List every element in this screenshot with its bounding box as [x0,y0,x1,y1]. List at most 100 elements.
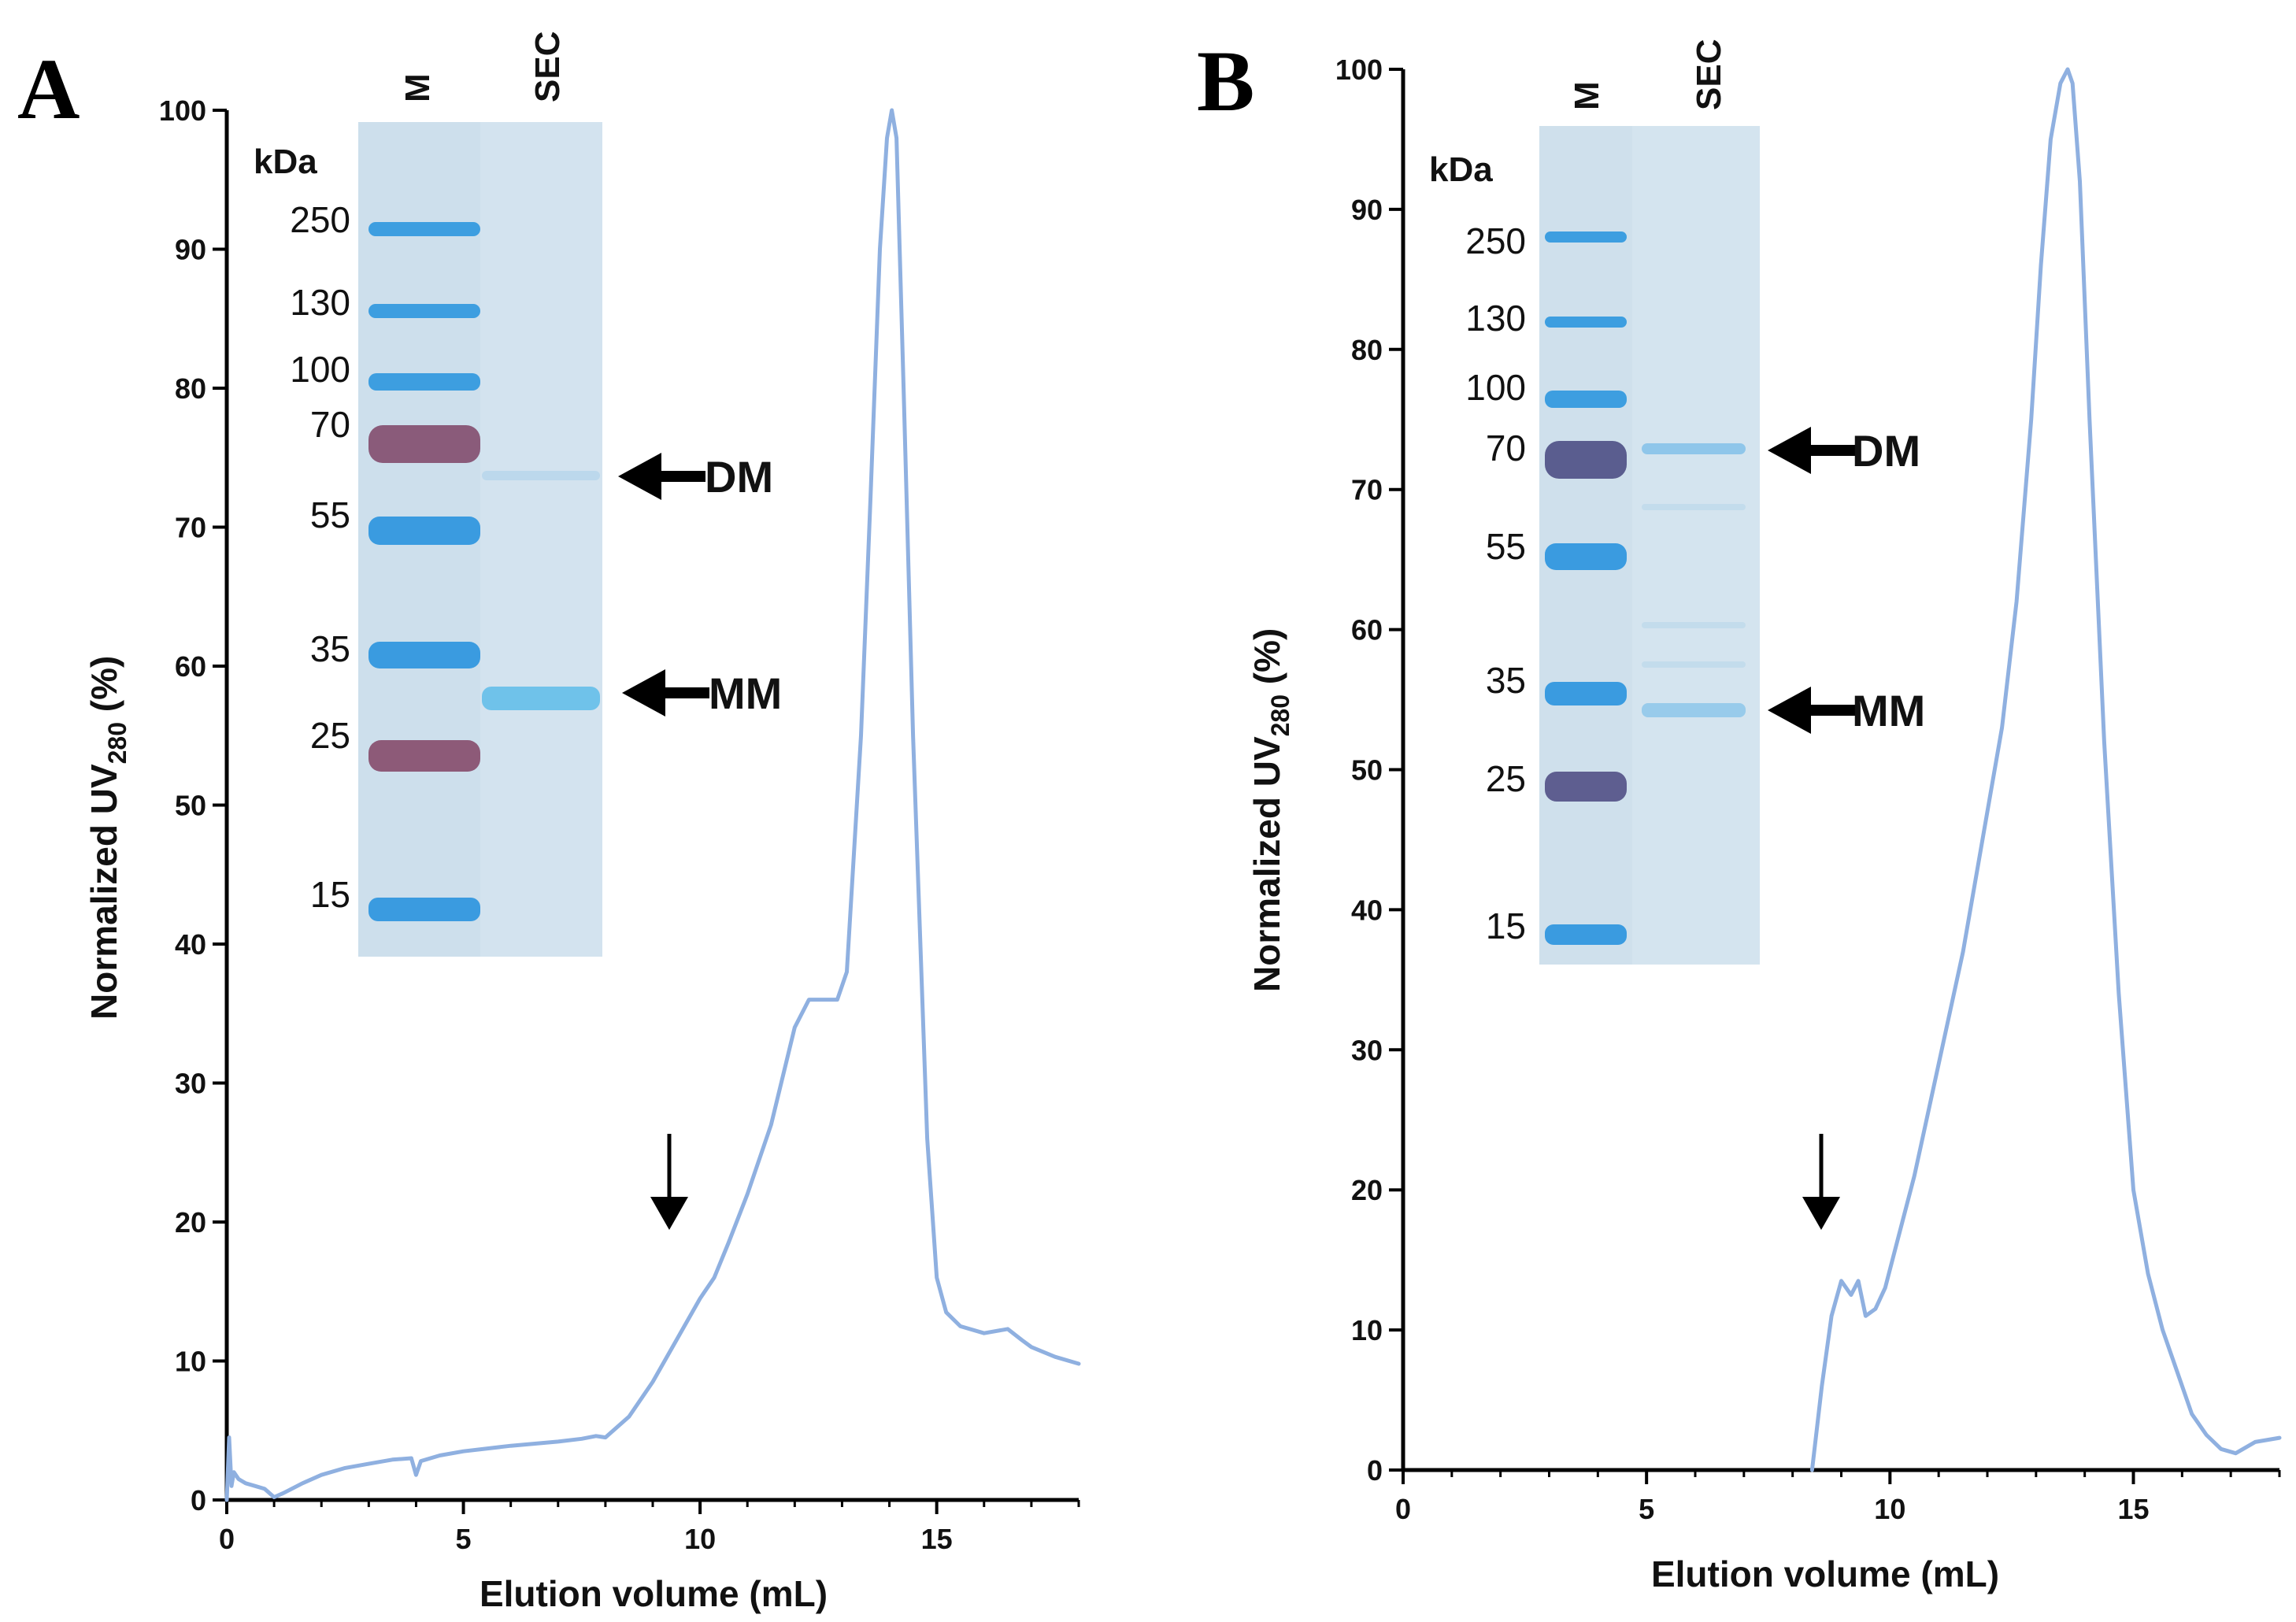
panel-b: B 0 10 20 30 40 50 60 70 80 90 100 0 5 10 15 Normalize… [1197,33,2282,1594]
panel-b-sec-band-faint [1642,504,1746,510]
panel-b-kda-130: 130 [1465,298,1526,339]
panel-a: A 0 10 20 30 40 50 60 70 80 90 100 0 5 10 15 Normalize… [17,31,1081,1614]
panel-a-kda-25: 25 [310,715,350,756]
panel-a-sec-band-dm [482,471,600,480]
panel-b-y-tick-label: 60 [1351,614,1383,646]
panel-a-marker-band [368,304,480,318]
panel-a-kda-55: 55 [310,494,350,535]
panel-a-x-tick-label: 10 [684,1523,716,1555]
panel-a-sec-band-mm [482,687,600,710]
panel-b-marker-band [1545,543,1627,570]
panel-b-marker-band [1545,231,1627,243]
panel-a-marker-band [368,222,480,236]
panel-b-marker-band [1545,772,1627,802]
panel-b-kda-70: 70 [1486,428,1526,468]
panel-b-y-tick-label: 40 [1351,894,1383,926]
panel-a-dm-arrow [618,453,705,500]
panel-b-kda-15: 15 [1486,905,1526,946]
panel-a-void-arrow [650,1134,688,1230]
panel-a-marker-band [368,642,480,668]
panel-b-mm-label: MM [1852,686,1925,735]
panel-b-x-tick-label: 15 [2117,1493,2149,1525]
panel-a-y-tick-label: 90 [175,234,206,266]
panel-b-lane-m: M [1568,81,1606,110]
panel-b-x-tick-label: 10 [1874,1493,1905,1525]
panel-b-marker-band [1545,682,1627,705]
panel-a-kda-label: kDa [254,143,317,181]
panel-a-y-tick-label: 70 [175,512,206,544]
panel-b-marker-band [1545,924,1627,945]
panel-b-y-tick-label: 100 [1335,54,1383,86]
panel-a-y-tick-label: 0 [191,1484,206,1516]
panel-a-y-tick-label: 20 [175,1206,206,1239]
panel-a-y-tick-label: 30 [175,1068,206,1100]
panel-a-marker-band [368,425,480,463]
panel-a-lane-sec: SEC [528,31,567,102]
panel-a-letter: A [17,41,80,137]
panel-a-marker-band [368,740,480,772]
panel-b-y-tick-label: 90 [1351,194,1383,226]
panel-a-marker-band [368,517,480,545]
panel-a-xlabel: Elution volume (mL) [480,1573,828,1614]
panel-a-y-tick-label: 50 [175,790,206,822]
panel-b-gel: M SEC kDa 250 130 100 70 55 35 25 15 [1429,39,1925,965]
panel-a-y-tick-label: 40 [175,928,206,961]
panel-b-uv-trace [1809,67,2282,1472]
panel-a-lane-m: M [398,73,437,102]
panel-b-x-tick-label: 0 [1395,1493,1411,1525]
panel-b-kda-100: 100 [1465,367,1526,408]
panel-a-x-tick-label: 0 [219,1523,235,1555]
panel-b-void-arrow [1802,1134,1840,1230]
panel-b-ylabel: Normalized UV280 (%) [1246,628,1294,992]
panel-a-kda-70: 70 [310,404,350,445]
panel-b-lane-sec: SEC [1690,39,1728,110]
panel-a-x-tick-label: 15 [921,1523,953,1555]
panel-a-y-tick-label: 60 [175,650,206,683]
panel-b-xlabel: Elution volume (mL) [1651,1553,1999,1594]
panel-b-mm-arrow [1768,687,1855,734]
panel-a-x-tick-label: 5 [456,1523,472,1555]
panel-a-kda-250: 250 [290,199,350,240]
panel-b-marker-band [1545,441,1627,479]
panel-b-axes: 0 10 20 30 40 50 60 70 80 90 100 0 5 10 15 [1335,54,2282,1525]
panel-b-dm-label: DM [1852,426,1920,476]
panel-a-gel: M SEC kDa 250 130 100 70 55 35 25 15 [254,31,782,957]
panel-b-kda-55: 55 [1486,526,1526,567]
panel-b-y-tick-label: 20 [1351,1174,1383,1206]
panel-b-y-tick-label: 30 [1351,1034,1383,1066]
panel-b-y-tick-label: 10 [1351,1314,1383,1346]
panel-b-sec-band-faint [1642,622,1746,628]
panel-b-y-tick-label: 70 [1351,474,1383,506]
panel-a-marker-band [368,373,480,391]
panel-a-mm-arrow [622,669,709,717]
panel-b-letter: B [1197,33,1254,129]
panel-b-marker-band [1545,391,1627,408]
panel-b-kda-250: 250 [1465,220,1526,261]
panel-b-sec-band-dm [1642,443,1746,454]
panel-b-kda-35: 35 [1486,660,1526,701]
panel-b-dm-arrow [1768,427,1855,474]
panel-a-marker-band [368,898,480,921]
panel-a-ylabel: Normalized UV280 (%) [83,656,131,1020]
panel-b-x-tick-label: 5 [1639,1493,1654,1525]
panel-a-y-tick-label: 80 [175,372,206,405]
panel-a-kda-130: 130 [290,282,350,323]
panel-a-y-tick-label: 100 [159,94,206,127]
panel-a-mm-label: MM [709,668,782,718]
panel-a-kda-35: 35 [310,628,350,669]
panel-b-y-tick-label: 80 [1351,334,1383,366]
panel-b-kda-25: 25 [1486,758,1526,799]
panel-b-y-tick-label: 0 [1367,1454,1383,1487]
panel-a-axes: 0 10 20 30 40 50 60 70 80 90 100 0 5 10 15 [159,94,1081,1555]
panel-b-y-tick-label: 50 [1351,754,1383,787]
panel-a-uv-trace [224,108,1081,1502]
panel-a-y-tick-label: 10 [175,1346,206,1378]
panel-a-dm-label: DM [705,452,773,502]
panel-b-kda-label: kDa [1429,150,1493,189]
panel-b-marker-band [1545,317,1627,328]
panel-a-kda-15: 15 [310,874,350,915]
panel-a-kda-100: 100 [290,349,350,390]
panel-b-sec-band-faint [1642,661,1746,668]
panel-b-sec-band-mm [1642,703,1746,717]
